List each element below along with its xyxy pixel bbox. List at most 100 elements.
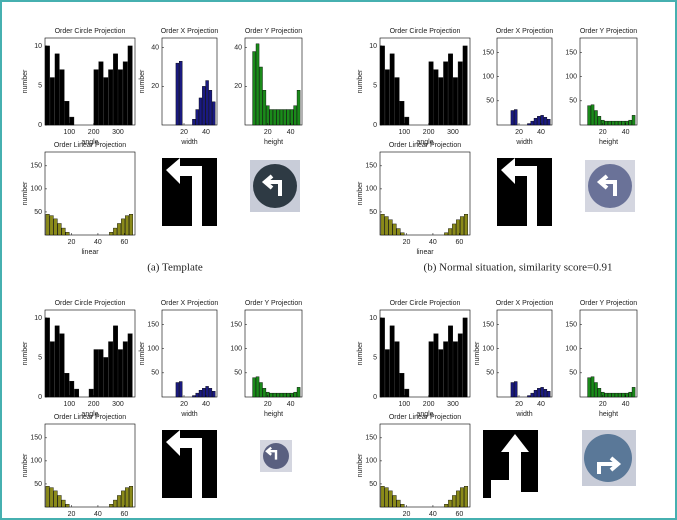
bar	[113, 500, 117, 507]
chart-title: Order X Projection	[161, 28, 219, 35]
bar	[123, 342, 127, 397]
x-axis-label: width	[515, 411, 532, 418]
bar	[50, 78, 54, 125]
bar	[400, 101, 404, 125]
bar	[618, 121, 621, 125]
y-tick-label: 50	[34, 209, 42, 216]
bar	[429, 62, 433, 125]
bar	[393, 224, 397, 235]
y-tick-label: 5	[373, 354, 377, 361]
bar	[273, 110, 276, 125]
y-tick-label: 50	[369, 481, 377, 488]
bar	[458, 334, 462, 397]
bar	[588, 106, 591, 125]
bar	[118, 350, 122, 397]
bar	[460, 488, 464, 507]
bar	[397, 500, 401, 507]
bar	[297, 387, 300, 397]
bar	[55, 54, 59, 125]
bar	[401, 504, 405, 507]
bar	[400, 373, 404, 397]
x-tick-label: 300	[112, 129, 124, 136]
x-tick-label: 20	[403, 511, 411, 518]
bar	[537, 388, 540, 397]
bar	[94, 70, 98, 125]
bar	[531, 393, 534, 397]
x-tick-label: 40	[94, 239, 102, 246]
x-tick-label: 300	[112, 401, 124, 408]
bar	[125, 216, 129, 235]
chart-title: Order Circle Projection	[55, 28, 126, 35]
y-tick-label: 150	[565, 321, 577, 328]
bar	[89, 389, 93, 397]
bar	[283, 393, 286, 397]
bar	[70, 117, 74, 125]
bar	[212, 391, 215, 397]
x-tick-label: 40	[202, 129, 210, 136]
y-axis-label: number	[474, 341, 481, 365]
bar	[117, 223, 121, 235]
bar	[527, 396, 530, 397]
bar	[280, 393, 283, 397]
bar	[448, 54, 452, 125]
bar	[511, 111, 514, 126]
x-tick-label: 300	[447, 401, 459, 408]
x-axis-label: linear	[416, 249, 434, 256]
bar	[622, 393, 625, 397]
bar	[62, 500, 66, 507]
x-axis-label: height	[264, 411, 283, 418]
x-tick-label: 200	[423, 129, 435, 136]
x-tick-label: 20	[515, 129, 523, 136]
bar	[287, 393, 290, 397]
x-tick-label: 60	[456, 511, 464, 518]
chart-title: Order X Projection	[496, 300, 554, 307]
x-tick-label: 200	[423, 401, 435, 408]
bar	[108, 342, 112, 397]
bar	[58, 223, 62, 235]
y-tick-label: 50	[151, 370, 159, 377]
bar	[280, 110, 283, 125]
bar	[405, 117, 409, 125]
bar	[65, 373, 69, 397]
y-axis-label: number	[139, 69, 146, 93]
y-axis-label: number	[22, 69, 29, 93]
bar	[439, 78, 443, 125]
bar	[456, 220, 460, 235]
bar	[615, 393, 618, 397]
bar	[129, 486, 133, 507]
bar	[66, 232, 70, 235]
y-tick-label: 50	[234, 370, 242, 377]
x-tick-label: 20	[599, 401, 607, 408]
bar	[113, 54, 117, 125]
y-tick-label: 50	[486, 370, 494, 377]
y-axis-label: number	[357, 69, 364, 93]
bar	[55, 326, 59, 397]
bar	[50, 342, 54, 397]
bar	[129, 214, 133, 235]
y-axis-label: number	[357, 453, 364, 477]
x-tick-label: 20	[264, 129, 272, 136]
bar	[277, 393, 280, 397]
bar	[294, 392, 297, 397]
bar	[608, 121, 611, 125]
image-sign	[582, 430, 636, 486]
bar	[448, 229, 452, 235]
y-tick-label: 20	[234, 83, 242, 90]
bar	[448, 500, 452, 507]
x-axis-label: width	[180, 139, 197, 146]
bar	[605, 121, 608, 125]
y-axis-label: number	[22, 341, 29, 365]
y-tick-label: 10	[34, 315, 42, 322]
y-tick-label: 50	[569, 98, 577, 105]
image-binary	[497, 158, 552, 226]
bar	[527, 124, 530, 125]
y-tick-label: 100	[30, 458, 42, 465]
x-tick-label: 40	[287, 129, 295, 136]
x-axis-label: height	[599, 411, 618, 418]
bar	[511, 383, 514, 398]
y-tick-label: 150	[365, 435, 377, 442]
y-tick-label: 0	[38, 394, 42, 401]
bar	[179, 382, 182, 397]
x-tick-label: 20	[180, 401, 188, 408]
x-tick-label: 40	[429, 239, 437, 246]
